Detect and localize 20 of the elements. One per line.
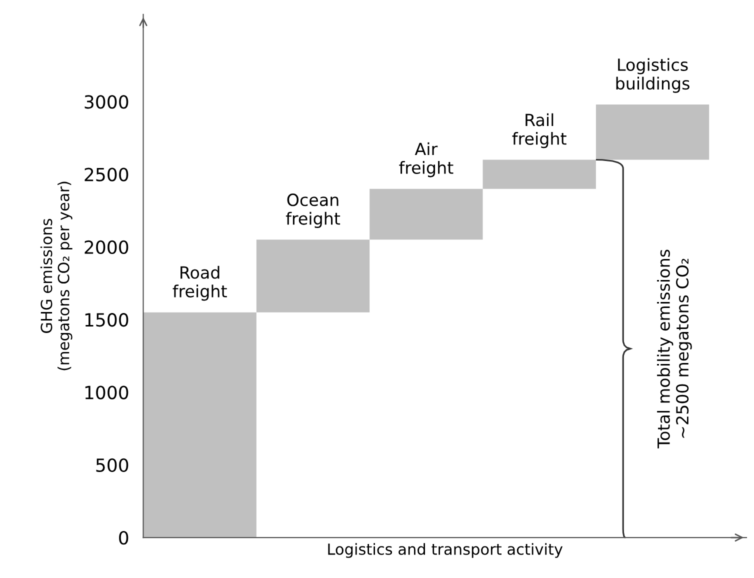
y-tick-label: 0 bbox=[119, 531, 128, 545]
x-tick-label: Ocean freight bbox=[286, 194, 340, 228]
x-tick-label: Rail freight bbox=[512, 113, 566, 148]
bar bbox=[482, 160, 596, 189]
bar bbox=[370, 188, 483, 240]
bar bbox=[143, 312, 256, 538]
x-tick-label: Logistics buildings bbox=[616, 58, 690, 93]
x-axis-title: Logistics and transport activity bbox=[328, 543, 563, 558]
y-axis-title: GHG emissions (megatons CO₂ per year) bbox=[40, 182, 72, 370]
y-tick-label: 1000 bbox=[85, 386, 128, 400]
y-tick-label: 3000 bbox=[84, 95, 128, 109]
x-tick-label: Air freight bbox=[399, 142, 454, 178]
x-tick-label: Road freight bbox=[172, 266, 227, 301]
y-tick-label: 500 bbox=[96, 458, 128, 472]
y-tick-label: 2500 bbox=[84, 168, 128, 182]
bar bbox=[596, 104, 710, 160]
y-tick-label: 1500 bbox=[85, 313, 128, 327]
bar bbox=[256, 240, 370, 312]
annotation: Total mobility emissions ~2500 megatons CO₂ bbox=[657, 250, 692, 448]
y-tick-label: 2000 bbox=[84, 240, 128, 254]
